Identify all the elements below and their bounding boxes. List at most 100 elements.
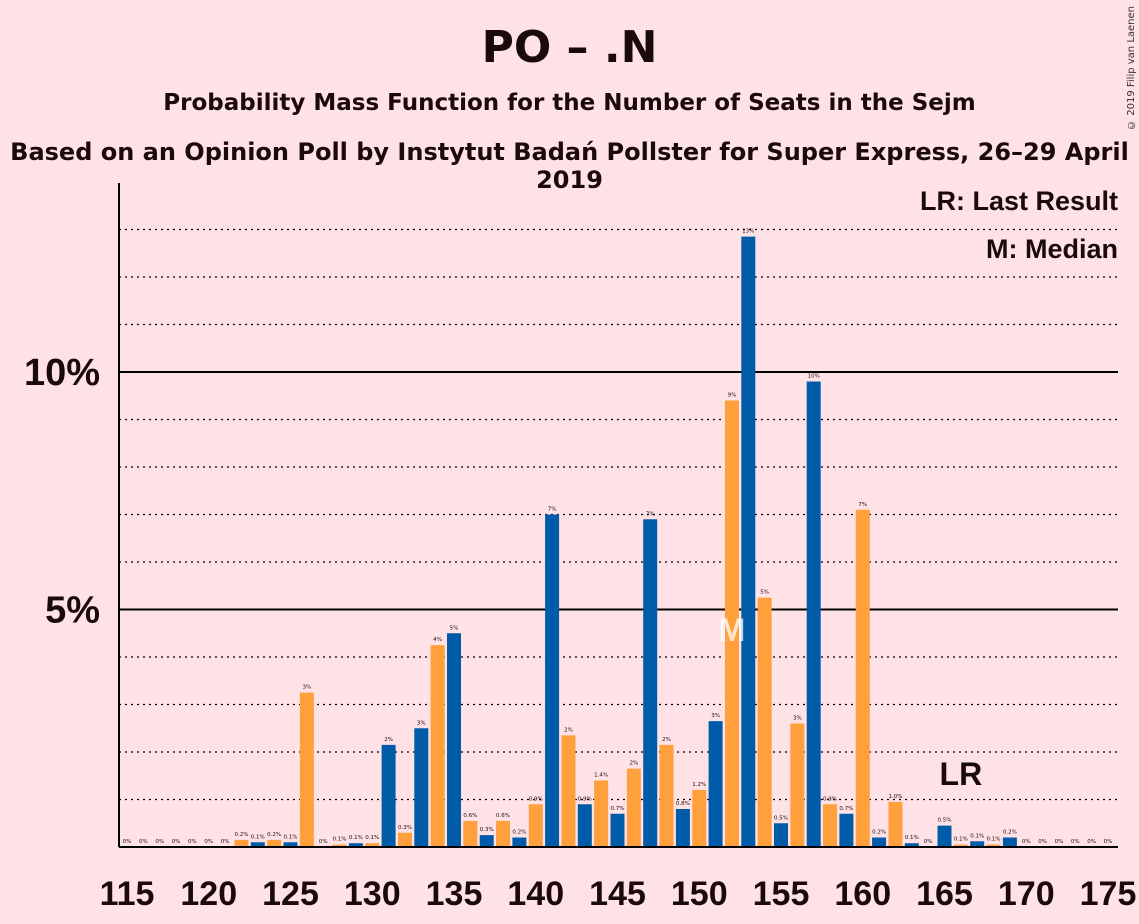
y-tick-label: 5% [45,590,100,632]
bar-value-label: 1.4% [594,773,608,779]
bar [250,842,265,847]
bar [626,768,641,847]
bar-value-label: 2% [564,727,573,733]
x-tick-label: 155 [753,875,810,913]
bars [234,236,1017,847]
bar-value-label: 0% [1038,839,1047,845]
x-tick-label: 140 [507,875,564,913]
bar-value-label: 0% [1087,839,1096,845]
bar-value-label: 0.1% [349,835,363,841]
bar-value-label: 0.9% [578,796,592,802]
bar [692,790,707,847]
bar [708,721,723,847]
bar [381,744,396,847]
bar-value-label: 1.0% [888,794,902,800]
bar-value-label: 2% [662,737,671,743]
bar [904,843,919,847]
bar-value-label: 0% [1022,839,1031,845]
chart-subtitle: Probability Mass Function for the Number… [163,90,976,116]
bar-value-label: 0.1% [905,835,919,841]
bar-value-label: 3% [793,716,802,722]
bar-value-label: 0.2% [512,830,526,836]
x-tick-label: 135 [426,875,483,913]
markers: M LR [719,612,983,792]
bar [430,645,445,847]
bar-value-label: 0.1% [987,837,1001,843]
bar-value-label: 0.3% [480,827,494,833]
bar [283,842,298,847]
bar [953,844,968,847]
bar-value-label: 9% [728,393,737,399]
bar-value-label: 0.1% [333,837,347,843]
bar-value-label: 0% [155,839,164,845]
bar [757,597,772,847]
bar [545,514,560,847]
bar [724,400,739,847]
bar [823,804,838,847]
bar [414,728,429,847]
bar-value-label: 0% [1104,839,1113,845]
bar [561,735,576,847]
chart-source-line: Based on an Opinion Poll by Instytut Bad… [10,138,1129,194]
bar [299,692,314,847]
bar-value-label: 4% [433,637,442,643]
bar [512,837,527,847]
bar [1002,837,1017,847]
bar-value-label: 7% [858,502,867,508]
bar-value-label: 10% [808,374,820,380]
bar [643,519,658,847]
bar-value-label: 0% [1055,839,1064,845]
bar-value-label: 0.2% [234,832,248,838]
bar [806,381,821,847]
bar-value-labels: 0% 0% 0% 0% 0% 0% 0%0.2% 0.1% 0.2% 0.1%3%0% 0.1% 0.… [123,229,1113,845]
x-tick-label: 165 [916,875,973,913]
bar [594,780,609,847]
bar-value-label: 0.2% [1003,830,1017,836]
bar-value-label: 0% [1071,839,1080,845]
bar-value-label: 0.1% [365,835,379,841]
legend-last-result: LR: Last Result [920,186,1118,216]
bar-value-label: 0.1% [284,834,298,840]
bar-value-label: 0.9% [823,796,837,802]
x-tick-label: 125 [262,875,319,913]
bar-value-label: 2% [629,761,638,767]
bar [397,832,412,847]
bar [937,825,952,847]
bar-value-label: 0% [924,839,933,845]
bar-value-label: 0.7% [611,806,625,812]
bar [839,813,854,847]
bar [675,809,690,847]
bar-value-label: 3% [711,713,720,719]
bar [447,633,461,847]
bar-value-label: 5% [760,590,769,596]
bar-value-label: 0% [123,839,132,845]
bar-value-label: 13% [742,229,754,235]
bar [234,839,249,847]
x-tick-label: 150 [671,875,728,913]
bar-value-label: 1.2% [692,782,706,788]
bar-value-label: 0% [319,839,328,845]
bar [741,236,756,847]
bar [528,804,543,847]
bar [659,744,674,847]
bar-value-label: 0.6% [496,813,510,819]
bar-value-label: 2% [384,737,393,743]
bar [577,804,592,847]
last-result-marker: LR [940,756,983,792]
bar [872,837,887,847]
x-tick-label: 145 [589,875,646,913]
bar-value-label: 0.3% [398,825,412,831]
bar-value-label: 0% [188,839,197,845]
bar [332,844,347,847]
bar-value-label: 0.2% [267,832,281,838]
bar [479,835,494,847]
bar [970,841,985,847]
bar-value-label: 0.6% [463,813,477,819]
bar [774,823,788,847]
x-tick-label: 160 [834,875,891,913]
bar [463,820,478,847]
chart-title: PO – .N [481,22,658,73]
bar [348,843,363,847]
bar [267,839,282,847]
bar-value-label: 3% [302,685,311,691]
